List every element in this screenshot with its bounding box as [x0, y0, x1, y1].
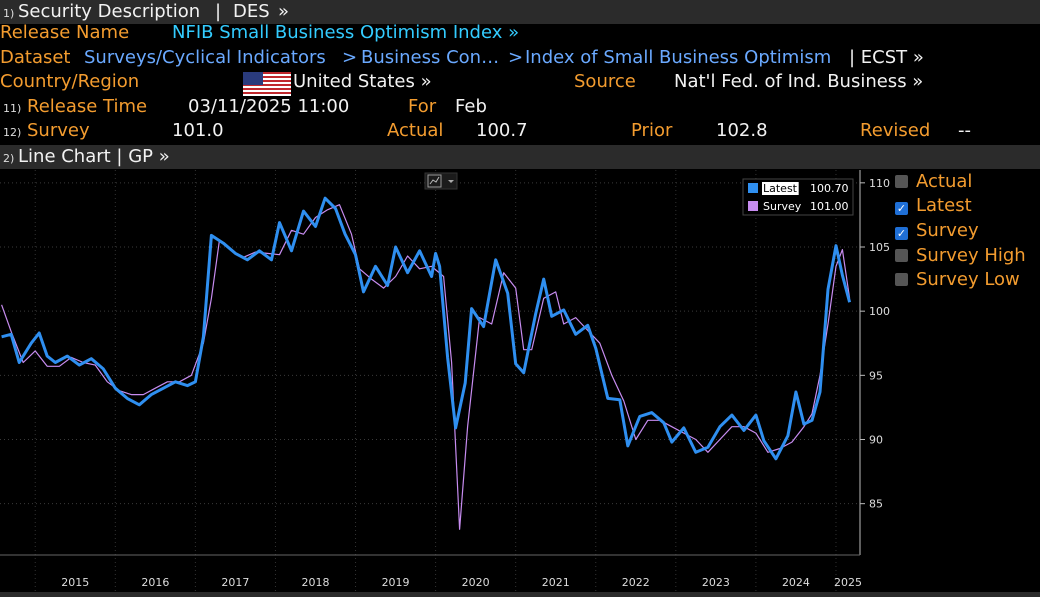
country-value[interactable]: United States » — [293, 71, 432, 92]
for-label: For — [408, 96, 437, 117]
chart-type-toggle[interactable] — [424, 172, 458, 190]
dataset-crumb-3[interactable]: Index of Small Business Optimism — [525, 47, 832, 68]
legend-latest-name: Latest — [763, 182, 798, 195]
header-more[interactable]: » — [278, 1, 290, 22]
x-tick-label: 2021 — [542, 576, 570, 589]
header-title[interactable]: Security Description — [18, 1, 201, 22]
legend-highlight — [762, 182, 799, 195]
toggle-label: Survey — [916, 220, 979, 241]
source-value[interactable]: Nat'l Fed. of Ind. Business » — [674, 71, 924, 92]
country-label: Country/Region — [0, 71, 140, 92]
revised-label: Revised — [860, 120, 931, 141]
x-tick-label: 2017 — [221, 576, 249, 589]
survey-row: 12) Survey 101.0 Actual 100.7 Prior 102.… — [0, 119, 1040, 143]
x-tick-label: 2025 — [834, 576, 862, 589]
line-chart[interactable]: 85 90 95 100 105 110 2015 2016 2017 2018 2019 2020… — [0, 170, 890, 597]
survey-num: 12) — [3, 126, 22, 139]
toggle-survey-high[interactable]: Survey High — [895, 245, 1026, 267]
legend-latest-value: 100.70 — [810, 182, 849, 195]
release-time-value: 03/11/2025 11:00 — [188, 96, 350, 117]
x-axis-ticks: 2015 2016 2017 2018 2019 2020 2021 2022 2023 2024… — [61, 576, 862, 589]
y-tick-label: 110 — [869, 177, 890, 190]
country-row: Country/Region United States » Source Na… — [0, 70, 1040, 96]
us-flag-icon — [243, 72, 291, 96]
chart-header-title[interactable]: Line Chart | GP » — [18, 146, 170, 167]
toggle-label: Survey Low — [916, 269, 1020, 290]
legend-survey-swatch — [748, 201, 758, 211]
toggle-label: Actual — [916, 171, 973, 192]
toggle-actual[interactable]: Actual — [895, 171, 972, 193]
prior-label: Prior — [631, 120, 673, 141]
latest-series-line — [1, 196, 852, 461]
release-time-row: 11) Release Time 03/11/2025 11:00 For Fe… — [0, 95, 1040, 119]
y-tick-label: 105 — [869, 241, 890, 254]
y-axis-ticks: 85 90 95 100 105 110 — [860, 177, 890, 511]
for-value: Feb — [455, 96, 487, 117]
toggle-label: Survey High — [916, 245, 1026, 266]
source-label: Source — [574, 71, 636, 92]
dataset-crumb-2[interactable]: Business Con… — [361, 47, 500, 68]
breadcrumb-chevron-icon: > — [342, 47, 358, 68]
breadcrumb-chevron-icon: > — [508, 47, 524, 68]
header-num: 1) — [3, 7, 15, 20]
legend-survey-value: 101.00 — [810, 200, 849, 213]
revised-value: -- — [958, 120, 971, 141]
grid-lines — [0, 182, 860, 505]
y-tick-label: 90 — [869, 434, 883, 447]
bottom-bar — [0, 592, 1040, 597]
toggle-latest[interactable]: ✓ Latest — [895, 195, 972, 217]
y-tick-label: 95 — [869, 369, 883, 382]
legend-latest-swatch — [748, 183, 758, 193]
series-layer — [1, 196, 852, 530]
toggle-survey[interactable]: ✓ Survey — [895, 220, 979, 242]
release-time-label[interactable]: Release Time — [27, 96, 148, 117]
x-tick-label: 2020 — [462, 576, 490, 589]
survey-series-line — [1, 204, 851, 530]
release-value-link[interactable]: NFIB Small Business Optimism Index » — [172, 22, 520, 43]
checkbox-unchecked-icon[interactable] — [895, 273, 908, 286]
release-label: Release Name — [0, 22, 130, 43]
checkbox-unchecked-icon[interactable] — [895, 249, 908, 262]
dataset-crumb-1[interactable]: Surveys/Cyclical Indicators — [84, 47, 326, 68]
checkbox-unchecked-icon[interactable] — [895, 175, 908, 188]
x-tick-label: 2016 — [141, 576, 169, 589]
y-tick-label: 85 — [869, 498, 883, 511]
x-tick-label: 2019 — [382, 576, 410, 589]
release-time-num: 11) — [3, 102, 22, 115]
x-tick-label: 2024 — [782, 576, 810, 589]
actual-value: 100.7 — [476, 120, 528, 141]
chart-header-bar: 2) Line Chart | GP » — [0, 145, 1040, 169]
checkbox-checked-icon[interactable]: ✓ — [895, 227, 908, 240]
actual-label: Actual — [387, 120, 444, 141]
chart-header-num: 2) — [3, 152, 15, 165]
legend-survey-name: Survey — [763, 200, 802, 213]
x-tick-label: 2018 — [301, 576, 329, 589]
header-sep: | — [215, 1, 222, 22]
toggle-label: Latest — [916, 195, 972, 216]
y-tick-label: 100 — [869, 305, 890, 318]
chevron-down-icon — [448, 180, 454, 183]
header-bar: 1) Security Description | DES » — [0, 0, 1040, 24]
dataset-row: Dataset Surveys/Cyclical Indicators > Bu… — [0, 46, 1040, 70]
chart-legend: Latest 100.70 Survey 101.00 — [742, 178, 854, 216]
checkbox-checked-icon[interactable]: ✓ — [895, 202, 908, 215]
x-tick-label: 2023 — [702, 576, 730, 589]
survey-label[interactable]: Survey — [27, 120, 90, 141]
line-chart-icon — [427, 174, 442, 188]
header-code[interactable]: DES — [233, 1, 270, 22]
x-tick-label: 2022 — [622, 576, 650, 589]
year-separators — [34, 170, 837, 597]
release-row: Release Name NFIB Small Business Optimis… — [0, 21, 1040, 45]
prior-value: 102.8 — [716, 120, 768, 141]
x-tick-label: 2015 — [61, 576, 89, 589]
dataset-label: Dataset — [0, 47, 71, 68]
dataset-ticker[interactable]: | ECST » — [849, 47, 924, 68]
survey-value: 101.0 — [172, 120, 224, 141]
toggle-survey-low[interactable]: Survey Low — [895, 269, 1020, 291]
